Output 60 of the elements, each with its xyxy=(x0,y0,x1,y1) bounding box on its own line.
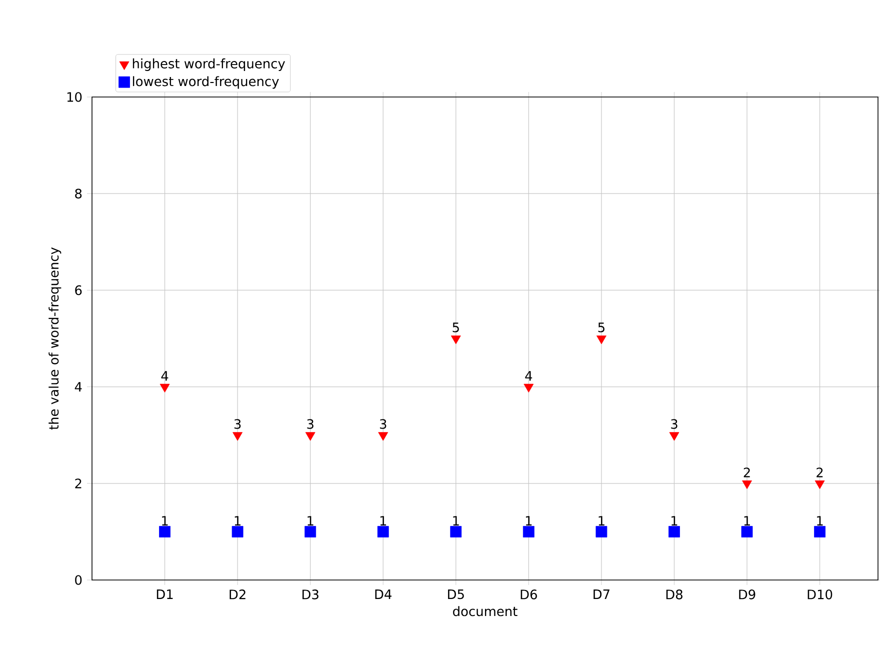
x-tick-label: D8 xyxy=(666,590,682,600)
legend-label: highest word-frequency xyxy=(132,58,286,71)
y-tick-label: 2 xyxy=(75,478,82,488)
y-tick-label: 0 xyxy=(75,575,82,585)
point xyxy=(305,432,316,441)
data-label: 4 xyxy=(525,371,532,381)
legend-label: lowest word-frequency xyxy=(132,76,279,89)
x-tick-label: D10 xyxy=(808,590,832,600)
point xyxy=(304,526,316,538)
x-tick-label: D3 xyxy=(302,590,318,600)
data-label: 1 xyxy=(598,516,604,526)
data-label: 5 xyxy=(598,322,604,332)
point xyxy=(668,526,680,538)
data-label: 4 xyxy=(161,371,168,381)
data-label: 3 xyxy=(307,419,314,429)
data-label: 1 xyxy=(380,516,386,526)
point xyxy=(160,384,170,392)
x-tick-label: D2 xyxy=(230,590,246,600)
point xyxy=(232,432,243,441)
y-tick-label: 4 xyxy=(74,382,82,392)
point xyxy=(524,384,534,392)
x-axis-title: document xyxy=(453,606,518,616)
y-tick-label: 10 xyxy=(67,92,82,102)
x-tick-label: D9 xyxy=(739,590,756,600)
point xyxy=(522,526,534,538)
x-tick-label: D7 xyxy=(594,590,610,599)
x-tick-label: D5 xyxy=(448,590,464,600)
point xyxy=(377,526,389,538)
data-label: 1 xyxy=(308,516,314,526)
data-label: 1 xyxy=(453,516,459,526)
x-tick-label: D4 xyxy=(375,590,392,599)
data-label: 2 xyxy=(744,468,750,478)
y-tick-label: 6 xyxy=(75,285,82,296)
data-label: 3 xyxy=(234,419,241,429)
point xyxy=(814,526,826,538)
point xyxy=(450,336,461,344)
data-label: 1 xyxy=(672,516,678,526)
data-label: 1 xyxy=(526,516,532,526)
point xyxy=(596,526,608,538)
x-tick-label: D1 xyxy=(156,590,173,599)
point xyxy=(596,336,606,344)
data-label: 5 xyxy=(452,322,459,332)
point xyxy=(159,526,170,538)
x-tick-label: D6 xyxy=(520,590,537,600)
point xyxy=(378,432,388,441)
point xyxy=(742,480,752,490)
point xyxy=(450,526,462,538)
data-label: 1 xyxy=(234,516,240,526)
point xyxy=(814,480,825,490)
y-tick-label: 8 xyxy=(75,188,82,198)
point xyxy=(741,526,753,538)
data-label: 3 xyxy=(671,419,678,429)
data-label: 3 xyxy=(380,419,386,429)
y-axis-title: the value of word-frequency xyxy=(48,247,62,430)
data-label: 2 xyxy=(816,468,823,478)
data-label: 1 xyxy=(744,516,750,526)
point xyxy=(669,432,680,441)
data-label: 1 xyxy=(162,516,168,526)
data-label: 1 xyxy=(817,516,823,526)
point xyxy=(232,526,244,538)
